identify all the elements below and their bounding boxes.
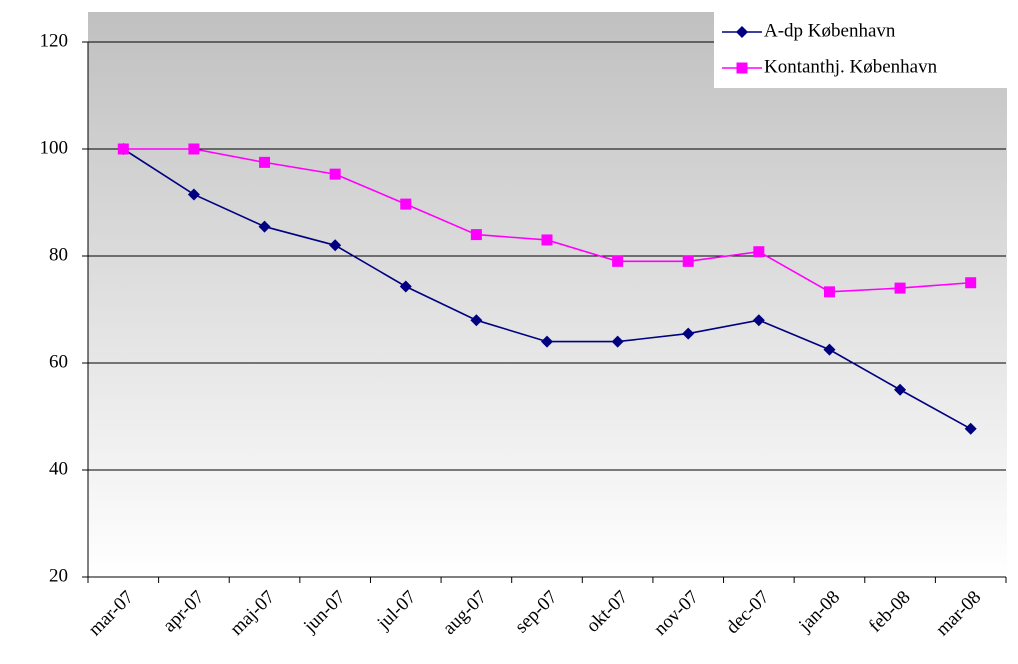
data-point: [329, 168, 341, 180]
data-point: [188, 143, 200, 155]
x-tick-label: maj-07: [226, 587, 279, 640]
data-point: [612, 255, 624, 267]
y-tick-label: 60: [49, 351, 68, 372]
data-point: [400, 198, 412, 210]
data-point: [964, 422, 977, 435]
x-tick-label: jun-07: [299, 587, 350, 638]
x-tick-label: apr-07: [159, 587, 209, 637]
data-point: [399, 280, 412, 293]
data-point: [258, 220, 271, 233]
data-point: [541, 234, 553, 246]
data-point: [259, 156, 271, 168]
data-point: [894, 383, 907, 396]
y-tick-label: 120: [40, 30, 69, 51]
y-tick-label: 20: [49, 565, 68, 586]
x-tick-label: dec-07: [722, 587, 773, 638]
data-point: [894, 282, 906, 294]
legend-label: A-dp København: [764, 20, 896, 41]
data-point: [117, 143, 129, 155]
data-point: [965, 277, 977, 289]
data-point: [329, 239, 342, 252]
x-tick-label: jan-08: [794, 587, 844, 637]
x-tick-label: mar-08: [932, 587, 985, 640]
data-point: [823, 343, 836, 356]
legend: [714, 12, 1007, 88]
data-point: [541, 335, 553, 348]
data-point: [823, 286, 835, 298]
data-point: [752, 314, 765, 327]
y-tick-label: 100: [40, 137, 69, 158]
data-point: [682, 327, 695, 340]
x-tick-label: aug-07: [439, 587, 491, 639]
x-tick-label: okt-07: [582, 587, 632, 637]
legend-marker: [736, 62, 748, 74]
data-point: [470, 229, 482, 241]
plot-area: [88, 12, 1007, 577]
data-point: [470, 314, 483, 327]
x-tick-label: jul-07: [373, 587, 421, 635]
x-tick-label: sep-07: [511, 587, 562, 638]
x-tick-label: nov-07: [650, 587, 703, 640]
data-point: [611, 335, 624, 348]
y-tick-label: 40: [49, 458, 68, 479]
y-tick-label: 80: [49, 244, 68, 265]
legend-marker: [736, 26, 748, 38]
data-point: [753, 246, 765, 258]
legend-label: Kontanthj. København: [764, 56, 938, 77]
x-tick-label: mar-07: [85, 587, 138, 640]
x-tick-label: feb-08: [865, 587, 915, 637]
data-point: [187, 188, 200, 201]
data-point: [682, 255, 694, 267]
